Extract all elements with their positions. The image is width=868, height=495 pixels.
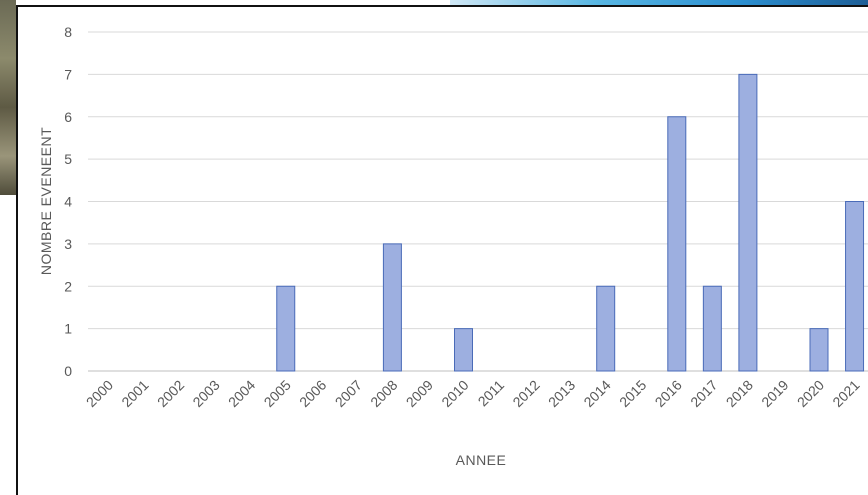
y-tick-label: 7	[64, 66, 72, 82]
bar-2014	[596, 285, 616, 372]
x-tick-label: 2019	[758, 377, 791, 410]
bar-2021	[845, 201, 865, 372]
x-tick-label: 2021	[829, 377, 862, 410]
x-tick-label: 2009	[403, 377, 436, 410]
x-tick-label: 2018	[723, 377, 756, 410]
y-tick-label: 5	[64, 151, 72, 167]
x-axis-title: ANNEE	[456, 452, 507, 468]
x-tick-label: 2013	[545, 377, 578, 410]
chart-frame	[16, 5, 868, 495]
x-tick-label: 2006	[296, 377, 329, 410]
x-tick-label: 2011	[475, 377, 508, 410]
background-blue-banner	[450, 0, 868, 6]
bar-2005	[276, 285, 296, 372]
bar-2017	[702, 285, 722, 372]
bar-2020	[809, 328, 829, 372]
x-tick-label: 2002	[154, 377, 187, 410]
y-tick-label: 2	[64, 278, 72, 294]
y-tick-label: 1	[64, 321, 72, 337]
y-tick-label: 6	[64, 109, 72, 125]
bars	[276, 73, 865, 372]
x-tick-label: 2014	[580, 377, 613, 410]
x-tick-label: 2008	[367, 377, 400, 410]
x-tick-label: 2004	[225, 377, 258, 410]
x-tick-label: 2000	[83, 377, 116, 410]
background-photo-strip	[0, 0, 16, 195]
bar-2016	[667, 116, 687, 372]
y-tick-label: 4	[64, 194, 72, 210]
x-tick-label: 2020	[794, 377, 827, 410]
bar-2018	[738, 73, 758, 372]
x-axis-ticks: 2000 2001 2002 2003 2004 2005 2006 2007 2008 2009…	[83, 377, 863, 410]
x-tick-label: 2007	[332, 377, 365, 410]
x-tick-label: 2012	[509, 377, 542, 410]
gridlines	[88, 31, 868, 372]
x-tick-label: 2017	[687, 377, 720, 410]
bar-2010	[454, 328, 473, 372]
x-tick-label: 2010	[438, 377, 471, 410]
y-axis-title: NOMBRE EVENEENT	[38, 127, 54, 275]
y-tick-label: 0	[64, 363, 72, 379]
x-tick-label: 2016	[652, 377, 685, 410]
bar-2008	[382, 243, 402, 372]
x-tick-label: 2001	[118, 377, 151, 410]
y-axis-ticks: 0 1 2 3 4 5 6 7 8	[64, 24, 72, 379]
y-tick-label: 8	[64, 24, 72, 40]
x-tick-label: 2003	[189, 377, 222, 410]
x-tick-label: 2015	[616, 377, 649, 410]
x-tick-label: 2005	[261, 377, 294, 410]
y-tick-label: 3	[64, 236, 72, 252]
